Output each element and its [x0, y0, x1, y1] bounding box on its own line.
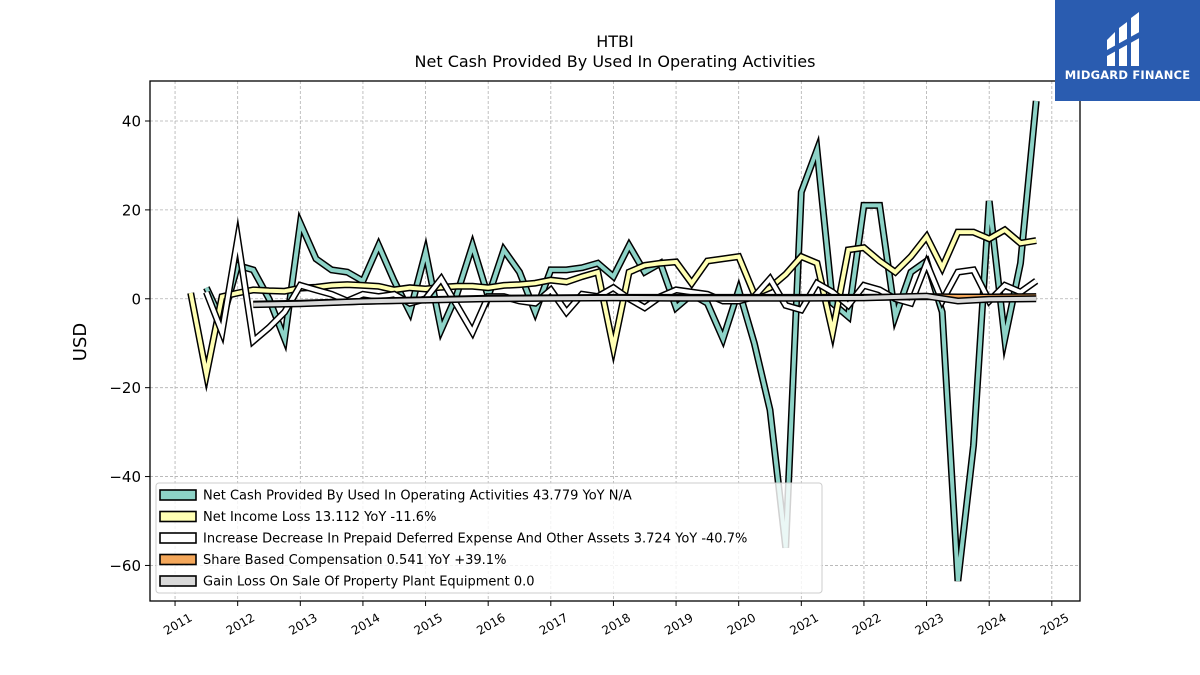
series-line	[188, 227, 1037, 385]
y-ticks: 40 20 0 −20 −40 −60	[109, 113, 150, 575]
legend-label: Net Income Loss 13.112 YoY -11.6%	[203, 510, 436, 525]
legend-swatch	[159, 553, 197, 566]
logo-mark-icon	[1107, 12, 1143, 66]
series-layer	[187, 100, 1040, 582]
x-tick-label: 2015	[412, 610, 445, 637]
legend-swatch	[159, 510, 197, 523]
legend-label: Gain Loss On Sale Of Property Plant Equi…	[203, 575, 535, 590]
chart-subtitle: Net Cash Provided By Used In Operating A…	[415, 52, 816, 71]
series-line	[204, 100, 1039, 582]
x-tick-label: 2025	[1038, 610, 1071, 637]
legend-box	[155, 482, 823, 594]
x-tick-label: 2016	[474, 610, 507, 637]
y-tick-label: 20	[122, 201, 141, 219]
legend: Net Cash Provided By Used In Operating A…	[155, 482, 823, 594]
x-tick-label: 2023	[913, 610, 946, 637]
y-tick-label: 0	[131, 290, 141, 308]
y-tick-label: −40	[109, 468, 141, 486]
y-tick-label: −20	[109, 379, 141, 397]
x-tick-label: 2022	[850, 610, 883, 637]
legend-label: Net Cash Provided By Used In Operating A…	[203, 489, 632, 504]
x-tick-label: 2020	[725, 610, 758, 637]
x-tick-label: 2019	[662, 610, 695, 637]
legend-swatch	[159, 489, 197, 501]
y-tick-label: 40	[122, 113, 141, 131]
x-tick-label: 2012	[224, 610, 257, 637]
brand-logo: MIDGARD FINANCE	[1055, 0, 1200, 101]
plot-frame	[149, 80, 1081, 602]
x-tick-label: 2014	[349, 610, 382, 637]
x-tick-label: 2013	[286, 610, 319, 637]
chart-title: HTBI	[596, 32, 634, 51]
legend-swatch	[159, 532, 197, 544]
legend-swatch	[159, 575, 197, 587]
y-axis-label: USD	[70, 323, 91, 361]
x-tick-label: 2024	[975, 610, 1008, 637]
series-line	[253, 294, 1037, 307]
x-tick-label: 2021	[787, 610, 820, 637]
x-tick-label: 2017	[537, 610, 570, 637]
y-tick-label: −60	[109, 557, 141, 575]
legend-label: Increase Decrease In Prepaid Deferred Ex…	[203, 532, 747, 547]
x-tick-label: 2018	[599, 610, 632, 637]
x-tick-label: 2011	[161, 610, 194, 637]
x-ticks: 2011 2012 2013 2014 2015 2016 2017 2018 2019 2020…	[161, 601, 1071, 638]
logo-text: MIDGARD FINANCE	[1064, 68, 1191, 82]
legend-label: Share Based Compensation 0.541 YoY +39.1…	[203, 553, 506, 568]
